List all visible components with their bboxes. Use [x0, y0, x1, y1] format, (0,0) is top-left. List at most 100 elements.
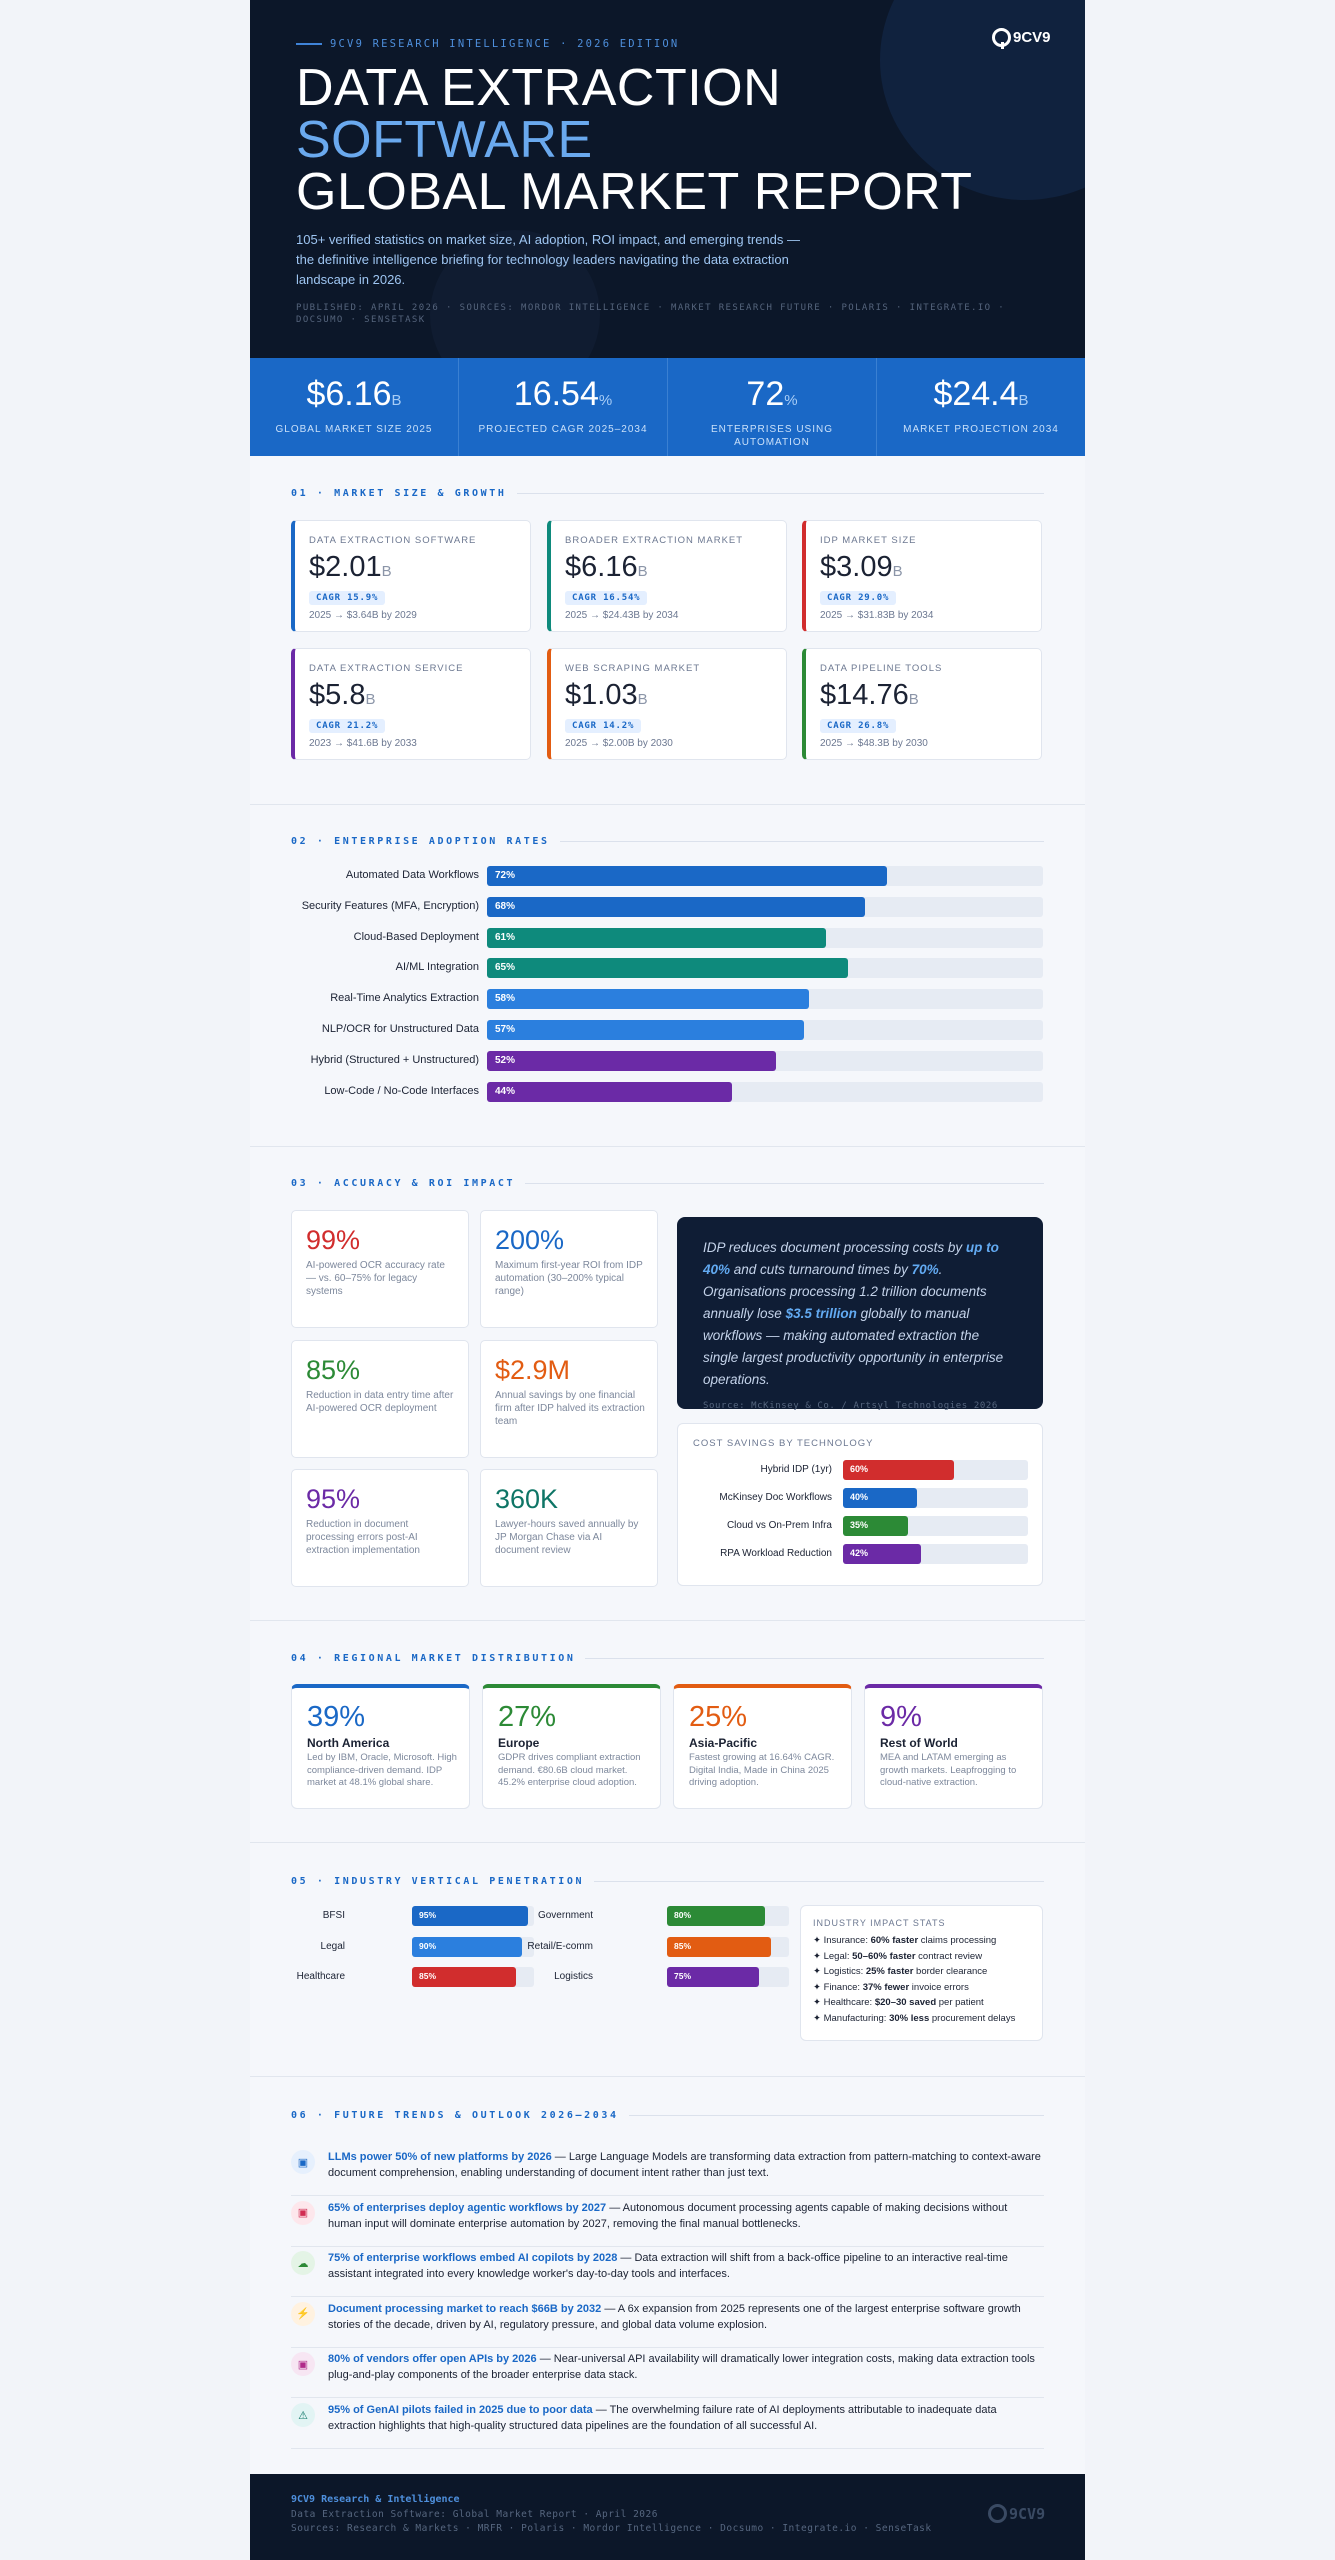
- stat-value: 72: [746, 375, 785, 413]
- region-card: 25% Asia-Pacific Fastest growing at 16.64%…: [673, 1684, 852, 1809]
- trend-item: ⚠ 95% of GenAI pilots failed in 2025 due …: [291, 2399, 1044, 2449]
- value-unit: B: [381, 563, 392, 580]
- quote-part: IDP reduces document processing costs by: [703, 1240, 966, 1255]
- quote-highlight: 70%: [911, 1262, 939, 1277]
- roi-value: $2.9M: [495, 1355, 571, 1385]
- adoption-row: Low-Code / No-Code Interfaces 44%: [250, 1081, 1085, 1103]
- impact-bullet: ✦: [813, 1935, 824, 1946]
- region-name: Europe: [498, 1736, 540, 1750]
- quote-source: Source: McKinsey & Co. / Artsyl Technolo…: [703, 1401, 998, 1411]
- trend-item: ▣ LLMs power 50% of new platforms by 2026…: [291, 2146, 1044, 2196]
- decor-circle: [430, 230, 600, 358]
- market-card: IDP MARKET SIZE $3.09B CAGR 29.0% 2025 → $3…: [802, 520, 1042, 632]
- title-line-3: GLOBAL MARKET REPORT: [296, 163, 973, 221]
- section-divider: [250, 2076, 1085, 2077]
- bar-label: NLP/OCR for Unstructured Data: [321, 1023, 479, 1035]
- market-card: DATA EXTRACTION SERVICE $5.8B CAGR 21.2% 20…: [291, 648, 531, 760]
- roi-value: 85%: [306, 1355, 361, 1385]
- market-card-note: 2023 → $41.6B by 2033: [309, 738, 417, 749]
- market-card-note: 2025 → $2.00B by 2030: [565, 738, 673, 749]
- market-card-title: DATA EXTRACTION SOFTWARE: [309, 535, 477, 546]
- industry-row: Legal 90%: [250, 1936, 1085, 1957]
- savings-label: RPA Workload Reduction: [720, 1548, 832, 1559]
- bar-value: 61%: [495, 931, 516, 943]
- region-name: Asia-Pacific: [689, 1736, 758, 1750]
- savings-value: 42%: [850, 1548, 869, 1558]
- region-card: 27% Europe GDPR drives compliant extractio…: [482, 1684, 661, 1809]
- logo-mark-icon: [992, 28, 1011, 49]
- bar-label: Cloud-Based Deployment: [353, 930, 479, 943]
- savings-label: McKinsey Doc Workflows: [719, 1492, 832, 1503]
- industry-fill: 80%: [667, 1906, 765, 1926]
- region-description: Fastest growing at 16.64% CAGR. Digital …: [689, 1752, 835, 1788]
- savings-track: 40%: [843, 1488, 1028, 1508]
- section-title-roi: 03 · ACCURACY & ROI IMPACT: [291, 1178, 1044, 1189]
- section-rule: [525, 1183, 1044, 1184]
- trend-body: — Data extraction will shift from a back…: [328, 2252, 1008, 2281]
- impact-item: ✦ Finance: 37% fewer invoice errors: [813, 1980, 1042, 1996]
- market-card-note: 2025 → $24.43B by 2034: [565, 610, 679, 621]
- bar-value: 44%: [495, 1085, 516, 1097]
- savings-value: 40%: [850, 1492, 869, 1502]
- market-card-note: 2025 → $48.3B by 2030: [820, 738, 928, 749]
- region-description: Led by IBM, Oracle, Microsoft. High comp…: [307, 1752, 457, 1788]
- industry-value: 90%: [419, 1940, 437, 1951]
- footer-logo: 9CV9: [988, 2504, 1045, 2523]
- impact-bold: $20–30 saved: [874, 1997, 937, 2008]
- bar-track: 68%: [487, 896, 1043, 917]
- hero-lede: 105+ verified statistics on market size,…: [296, 232, 800, 287]
- kicker-rule: [296, 43, 322, 45]
- industry-row: Government 80%: [250, 1906, 1085, 1926]
- bar-track: 61%: [487, 927, 1043, 948]
- adoption-row: NLP/OCR for Unstructured Data 57%: [250, 1019, 1085, 1041]
- trend-headline: LLMs power 50% of new platforms by 2026: [328, 2151, 552, 2163]
- bar-fill: 72%: [487, 866, 888, 886]
- logo-mark-icon: [988, 2504, 1007, 2523]
- trend-body: — A 6x expansion from 2025 represents on…: [328, 2302, 1021, 2331]
- impact-tail: claims processing: [918, 1935, 997, 1946]
- trend-text: Document processing market to reach $66B…: [328, 2301, 1042, 2333]
- roi-description: Maximum first-year ROI from IDP automati…: [495, 1260, 643, 1297]
- roi-description: Annual savings by one financial firm aft…: [495, 1390, 645, 1427]
- adoption-row: Real-Time Analytics Extraction 58%: [250, 988, 1085, 1010]
- section-title-market-size: 01 · MARKET SIZE & GROWTH: [291, 488, 1044, 499]
- stat-unit: %: [598, 392, 613, 409]
- stat-label: ENTERPRISES USING AUTOMATION: [710, 424, 834, 448]
- savings-fill: 40%: [843, 1488, 917, 1508]
- bar-label: Low-Code / No-Code Interfaces: [324, 1084, 479, 1097]
- footer-title: Data Extraction Software: Global Market …: [291, 2509, 658, 2520]
- roi-value: 95%: [306, 1484, 361, 1514]
- cagr-pill-row: CAGR 21.2%: [309, 715, 530, 733]
- bar-label: Security Features (MFA, Encryption): [301, 899, 479, 912]
- bar-fill: 68%: [487, 896, 866, 917]
- bar-label: Real-Time Analytics Extraction: [330, 992, 479, 1005]
- industry-label: Legal: [320, 1940, 345, 1952]
- savings-value: 35%: [850, 1520, 869, 1530]
- region-description: GDPR drives compliant extraction demand.…: [498, 1752, 641, 1788]
- adoption-row: Hybrid (Structured + Unstructured) 52%: [250, 1050, 1085, 1072]
- impact-tail: invoice errors: [909, 1981, 969, 1993]
- savings-track: 42%: [843, 1544, 1028, 1564]
- industry-value: 80%: [674, 1910, 692, 1920]
- region-name: North America: [307, 1736, 390, 1750]
- section-rule: [594, 1881, 1044, 1882]
- bar-track: 52%: [487, 1050, 1043, 1071]
- bar-value: 68%: [495, 900, 516, 912]
- impact-bold: 60% faster: [870, 1935, 919, 1946]
- trend-item: ☁ 75% of enterprise workflows embed AI co…: [291, 2247, 1044, 2298]
- kicker-text: 9CV9 RESEARCH INTELLIGENCE · 2026 EDITIO…: [330, 38, 680, 50]
- market-card-value: $5.8B: [309, 680, 530, 715]
- impact-bold: 30% less: [889, 2012, 930, 2024]
- industry-fill: 85%: [667, 1936, 771, 1957]
- bar-value: 65%: [495, 962, 516, 974]
- industry-fill: 95%: [412, 1906, 528, 1926]
- market-card-title: DATA PIPELINE TOOLS: [820, 663, 943, 674]
- cagr-pill-row: CAGR 16.54%: [565, 587, 786, 605]
- impact-bullet: ✦: [813, 1981, 824, 1993]
- industry-track: 85%: [412, 1967, 534, 1987]
- region-share: 9%: [880, 1701, 922, 1733]
- bar-fill: 44%: [487, 1081, 732, 1102]
- quote-part: and cuts turnaround times by: [730, 1262, 912, 1277]
- cagr-pill-row: CAGR 14.2%: [565, 715, 786, 733]
- logo-text: 9CV9: [1013, 29, 1051, 46]
